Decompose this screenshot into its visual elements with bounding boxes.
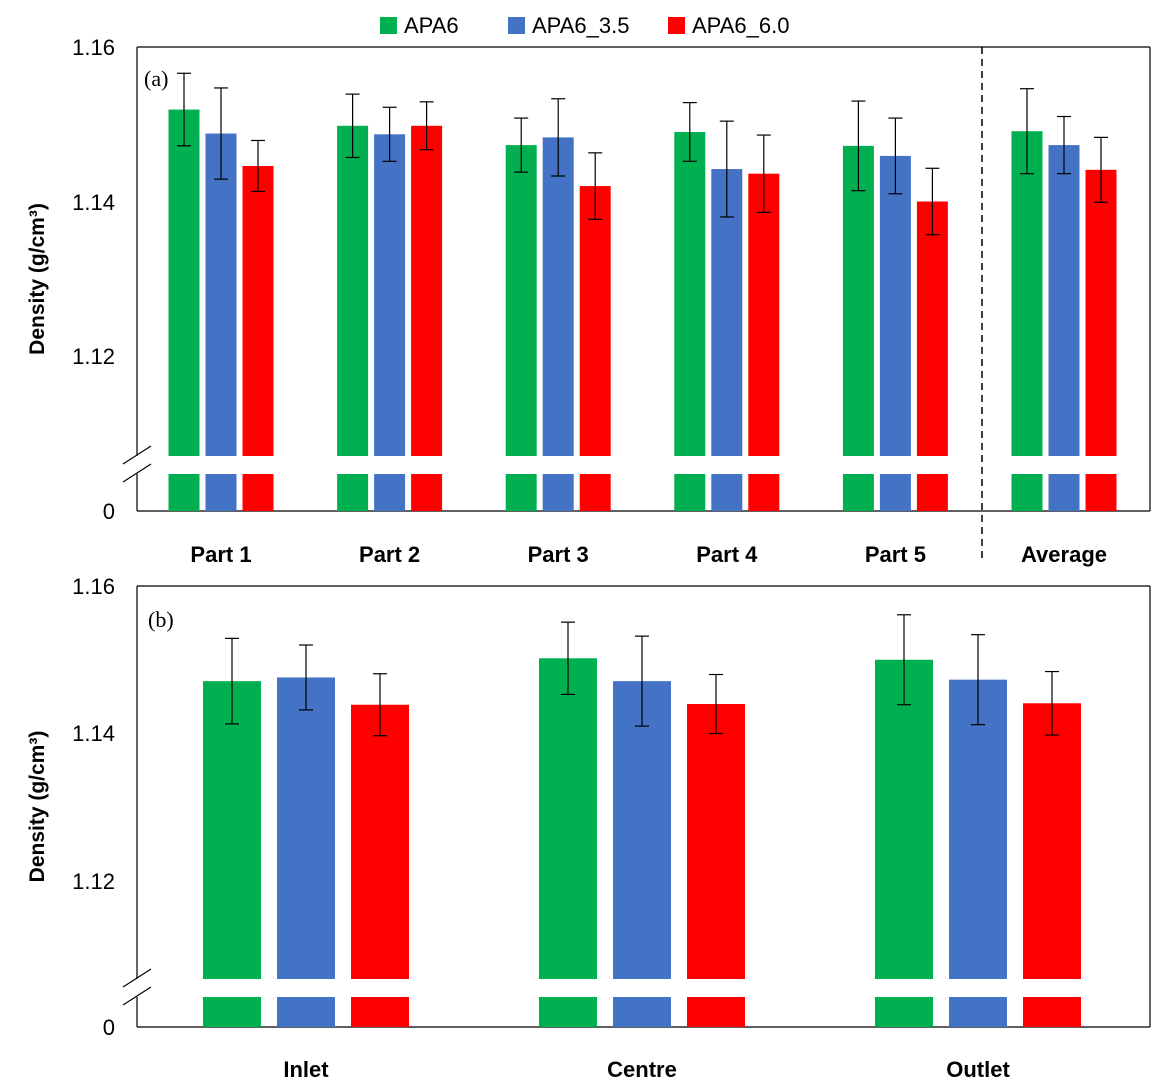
legend-swatch-apa6-3-5 [508, 17, 525, 34]
bar-a-average-apa6-6-0 [1085, 169, 1117, 456]
axis-break-mark-upper [122, 968, 152, 988]
bar-a-part-2-apa6-3-5 [374, 134, 406, 457]
axis-break-mark-lower [122, 986, 152, 1006]
bar-a-part-1-apa6-6-0-stub [242, 474, 274, 511]
bar-a-part-5-apa6-6-0 [916, 201, 948, 456]
legend-label-apa6-3-5: APA6_3.5 [532, 13, 629, 38]
x-category-label-outlet: Outlet [946, 1057, 1010, 1082]
bar-b-centre-apa6-6-0-stub [687, 997, 745, 1027]
x-category-label-part-2: Part 2 [359, 542, 420, 567]
bar-b-outlet-apa6-3-5-stub [949, 997, 1007, 1027]
bar-a-part-1-apa6-3-5 [205, 133, 237, 456]
bar-a-part-3-apa6-6-0 [579, 186, 611, 457]
bar-b-centre-apa6 [539, 658, 597, 979]
y-tick-label: 0 [103, 1015, 115, 1040]
bar-a-part-4-apa6-3-5-stub [711, 474, 743, 511]
bar-b-centre-apa6-3-5 [613, 681, 671, 979]
bar-b-inlet-apa6-6-0-stub [351, 997, 409, 1027]
axis-break-mark-lower [122, 463, 152, 483]
bar-b-centre-apa6-3-5-stub [613, 997, 671, 1027]
bar-b-inlet-apa6-3-5-stub [277, 997, 335, 1027]
bar-a-part-3-apa6-3-5 [542, 137, 574, 456]
bar-b-outlet-apa6-3-5 [949, 679, 1007, 979]
x-category-label-average: Average [1021, 542, 1107, 567]
bar-a-part-3-apa6-stub [505, 474, 537, 511]
bar-a-part-5-apa6-3-5-stub [879, 474, 911, 511]
bar-a-part-5-apa6-stub [842, 474, 874, 511]
axis-break-mark-upper [122, 445, 152, 465]
panel-label: (b) [148, 607, 174, 632]
legend-swatch-apa6-6-0 [668, 17, 685, 34]
y-tick-label: 1.14 [72, 190, 115, 215]
x-category-label-part-3: Part 3 [528, 542, 589, 567]
bar-b-centre-apa6-6-0 [687, 704, 745, 979]
y-axis-label: Density (g/cm³) [26, 203, 49, 355]
bar-a-average-apa6 [1011, 131, 1043, 456]
bar-a-part-4-apa6-stub [674, 474, 706, 511]
bar-a-part-3-apa6-6-0-stub [579, 474, 611, 511]
bar-a-part-2-apa6-6-0 [411, 125, 443, 457]
bar-b-centre-apa6-stub [539, 997, 597, 1027]
bar-a-average-apa6-stub [1011, 474, 1043, 511]
x-category-label-part-1: Part 1 [190, 542, 251, 567]
x-category-label-part-4: Part 4 [696, 542, 758, 567]
bar-b-inlet-apa6 [203, 681, 261, 979]
bar-a-average-apa6-3-5-stub [1048, 474, 1080, 511]
bar-b-inlet-apa6-stub [203, 997, 261, 1027]
y-axis-label: Density (g/cm³) [26, 731, 49, 883]
y-tick-label: 1.16 [72, 35, 115, 60]
bar-b-inlet-apa6-6-0 [351, 704, 409, 979]
legend-swatch-apa6 [380, 17, 397, 34]
bar-a-part-2-apa6-6-0-stub [411, 474, 443, 511]
bar-b-outlet-apa6-stub [875, 997, 933, 1027]
bar-b-inlet-apa6-3-5 [277, 677, 335, 979]
bar-a-part-1-apa6-6-0 [242, 165, 274, 456]
panel-b-chart: 0 1.12 1.14 1.16 Density (g/cm³) (b) Inlet Cent… [26, 574, 1151, 1082]
bar-a-part-3-apa6-3-5-stub [542, 474, 574, 511]
bar-a-part-5-apa6 [842, 145, 874, 456]
panel-a-chart: 0 1.12 1.14 1.16 Density (g/cm³) (a) Part 1 Par… [26, 35, 1151, 567]
bar-b-outlet-apa6 [875, 659, 933, 979]
bar-a-part-1-apa6 [168, 109, 200, 456]
bar-a-part-4-apa6 [674, 131, 706, 456]
bar-b-outlet-apa6-6-0-stub [1023, 997, 1081, 1027]
y-tick-label: 1.12 [72, 869, 115, 894]
bar-a-part-1-apa6-3-5-stub [205, 474, 237, 511]
panel-label: (a) [144, 66, 168, 91]
y-tick-label: 0 [103, 499, 115, 524]
y-tick-label: 1.14 [72, 721, 115, 746]
bar-b-outlet-apa6-6-0 [1023, 703, 1081, 979]
bar-a-part-4-apa6-6-0 [748, 173, 780, 456]
bar-a-part-1-apa6-stub [168, 474, 200, 511]
x-category-label-inlet: Inlet [283, 1057, 329, 1082]
y-tick-label: 1.12 [72, 344, 115, 369]
bar-a-part-5-apa6-6-0-stub [916, 474, 948, 511]
legend-label-apa6: APA6 [404, 13, 459, 38]
bar-a-part-2-apa6 [337, 125, 369, 457]
x-category-label-centre: Centre [607, 1057, 677, 1082]
legend-label-apa6-6-0: APA6_6.0 [692, 13, 789, 38]
bar-a-part-4-apa6-6-0-stub [748, 474, 780, 511]
legend: APA6 APA6_3.5 APA6_6.0 [380, 13, 789, 38]
bar-a-average-apa6-6-0-stub [1085, 474, 1117, 511]
x-category-label-part-5: Part 5 [865, 542, 926, 567]
bar-a-part-2-apa6-stub [337, 474, 369, 511]
bar-a-part-2-apa6-3-5-stub [374, 474, 406, 511]
y-tick-label: 1.16 [72, 574, 115, 599]
bar-a-part-5-apa6-3-5 [879, 155, 911, 457]
bar-a-average-apa6-3-5 [1048, 145, 1080, 457]
bar-a-part-3-apa6 [505, 145, 537, 457]
